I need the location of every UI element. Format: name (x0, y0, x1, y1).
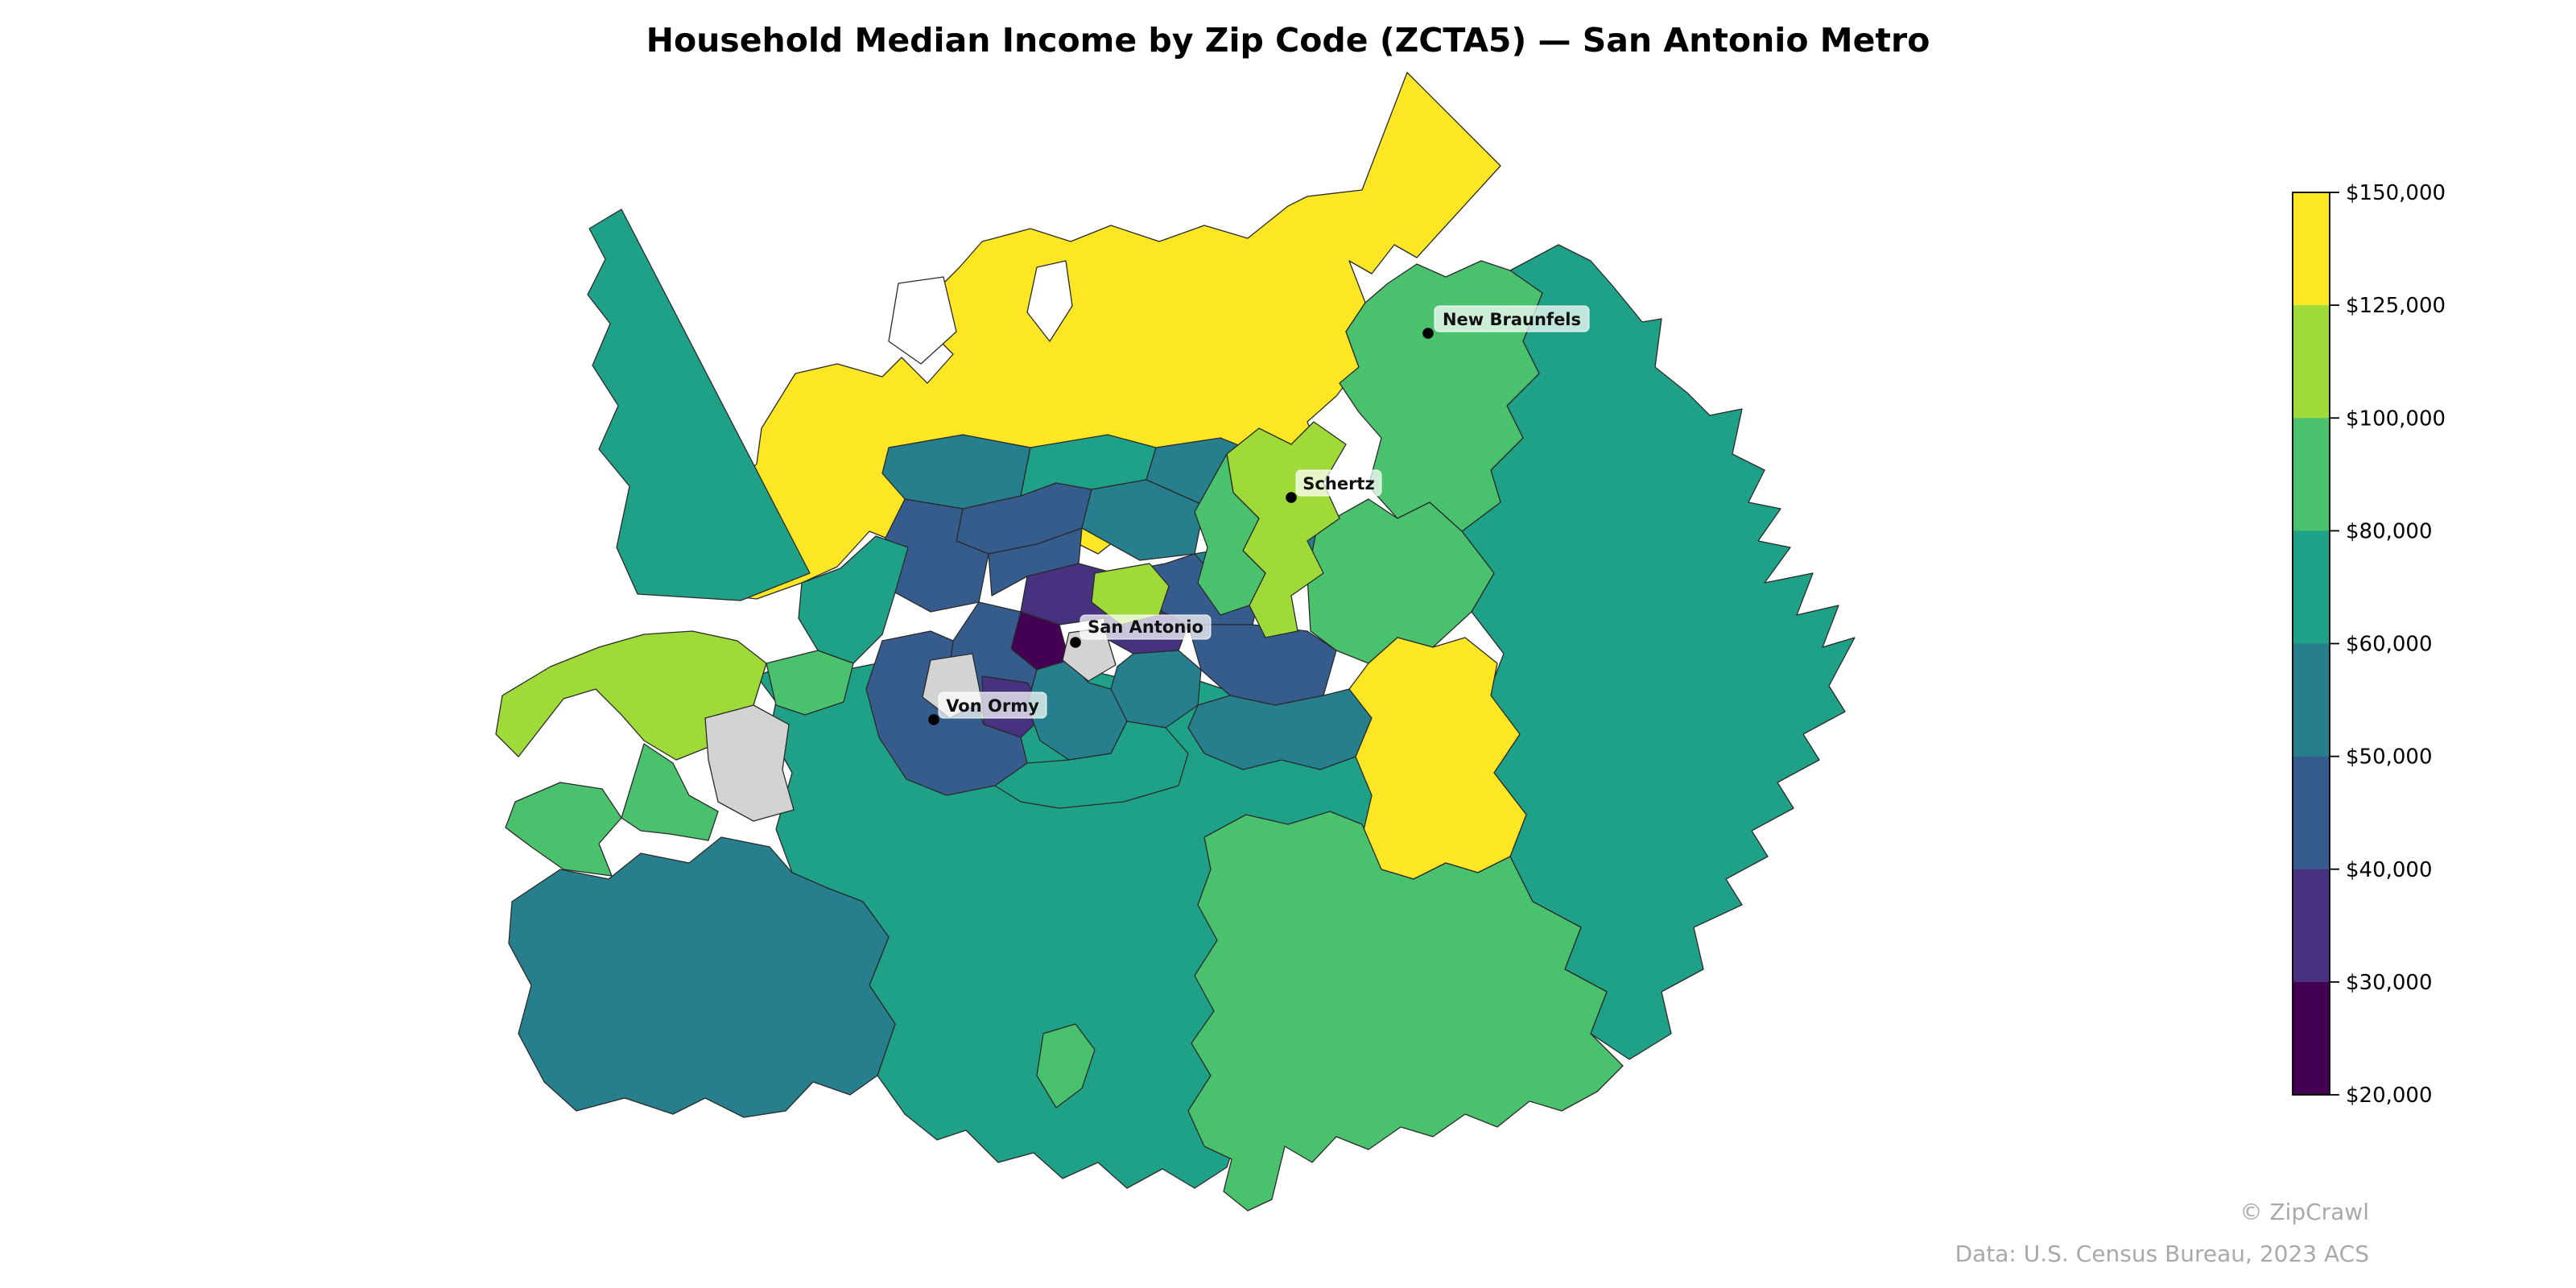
zcta-region-gray-southwest (704, 704, 795, 822)
city-marker-schertz: Schertz (1286, 469, 1382, 503)
zcta-region-west-green-2 (621, 743, 719, 841)
colorbar-tick-label: $80,000 (2346, 519, 2433, 543)
city-label: Schertz (1302, 474, 1374, 493)
zcta-region-core-e-g (1307, 498, 1495, 664)
zcta-region-west-green-1 (505, 782, 622, 877)
attribution: © ZipCrawl Data: U.S. Census Bureau, 202… (1955, 1191, 2369, 1275)
colorbar-band (2293, 418, 2330, 531)
city-dot (1286, 492, 1297, 503)
colorbar-tick-label: $40,000 (2346, 858, 2433, 882)
city-marker-von-ormy: Von Ormy (928, 691, 1047, 725)
colorbar-band (2293, 756, 2330, 870)
colorbar-tick-label: $20,000 (2346, 1084, 2433, 1108)
zcta-region-core-w-g (766, 650, 854, 716)
city-label-box (1295, 469, 1382, 497)
city-markers-layer: New Braunfels Schertz San Antonio Von Ormy (928, 305, 1590, 725)
zcta-region-southwest (508, 836, 896, 1118)
city-label-box (1080, 614, 1212, 640)
city-label: New Braunfels (1443, 310, 1581, 329)
city-label-box (938, 691, 1047, 719)
zcta-region-core-s-tg (994, 720, 1189, 809)
colorbar-band (2293, 869, 2330, 983)
city-label: San Antonio (1088, 617, 1203, 637)
colorbar-band (2293, 530, 2330, 645)
colorbar-band (2293, 305, 2330, 419)
colorbar-tick-label: $150,000 (2346, 181, 2446, 205)
city-marker-new-braunfels: New Braunfels (1422, 305, 1590, 339)
colorbar-tick-label: $60,000 (2346, 633, 2433, 657)
zcta-region-northwest-wedge (587, 208, 811, 601)
city-dot (1422, 328, 1434, 339)
zcta-region-core-w-tg (798, 535, 909, 664)
colorbar-band (2293, 981, 2330, 1096)
page-title: Household Median Income by Zip Code (ZCT… (646, 21, 1930, 60)
city-dot (1070, 637, 1081, 648)
colorbar-tick-label: $50,000 (2346, 745, 2433, 770)
colorbar-band (2293, 192, 2330, 306)
colorbar-band (2293, 643, 2330, 758)
city-label-box (1434, 305, 1590, 332)
colorbar: $150,000 $125,000 $100,000 $80,000 $60,000 $5… (2292, 181, 2446, 1108)
colorbar-tick-label: $125,000 (2346, 294, 2446, 318)
colorbar-tick-label: $30,000 (2346, 971, 2433, 995)
zcta-region-hole-north-west (888, 276, 957, 365)
zcta-region-hole-north-center (1026, 260, 1073, 342)
zcta-region-east-yellow (1348, 637, 1527, 880)
colorbar-tick-label: $100,000 (2346, 407, 2446, 431)
zcta-region-south-green-pocket (1036, 1023, 1096, 1108)
map-regions-layer (495, 72, 1856, 1212)
watermark-text: © ZipCrawl (2240, 1199, 2369, 1225)
zcta-region-schertz-west (1194, 453, 1266, 616)
data-source-text: Data: U.S. Census Bureau, 2023 ACS (1955, 1241, 2369, 1267)
zcta-region-core-nw (881, 434, 1031, 510)
city-dot (928, 714, 939, 725)
city-label: Von Ormy (946, 696, 1039, 716)
city-marker-san-antonio: San Antonio (1070, 614, 1212, 648)
zcta-region-southeast (1187, 811, 1624, 1212)
